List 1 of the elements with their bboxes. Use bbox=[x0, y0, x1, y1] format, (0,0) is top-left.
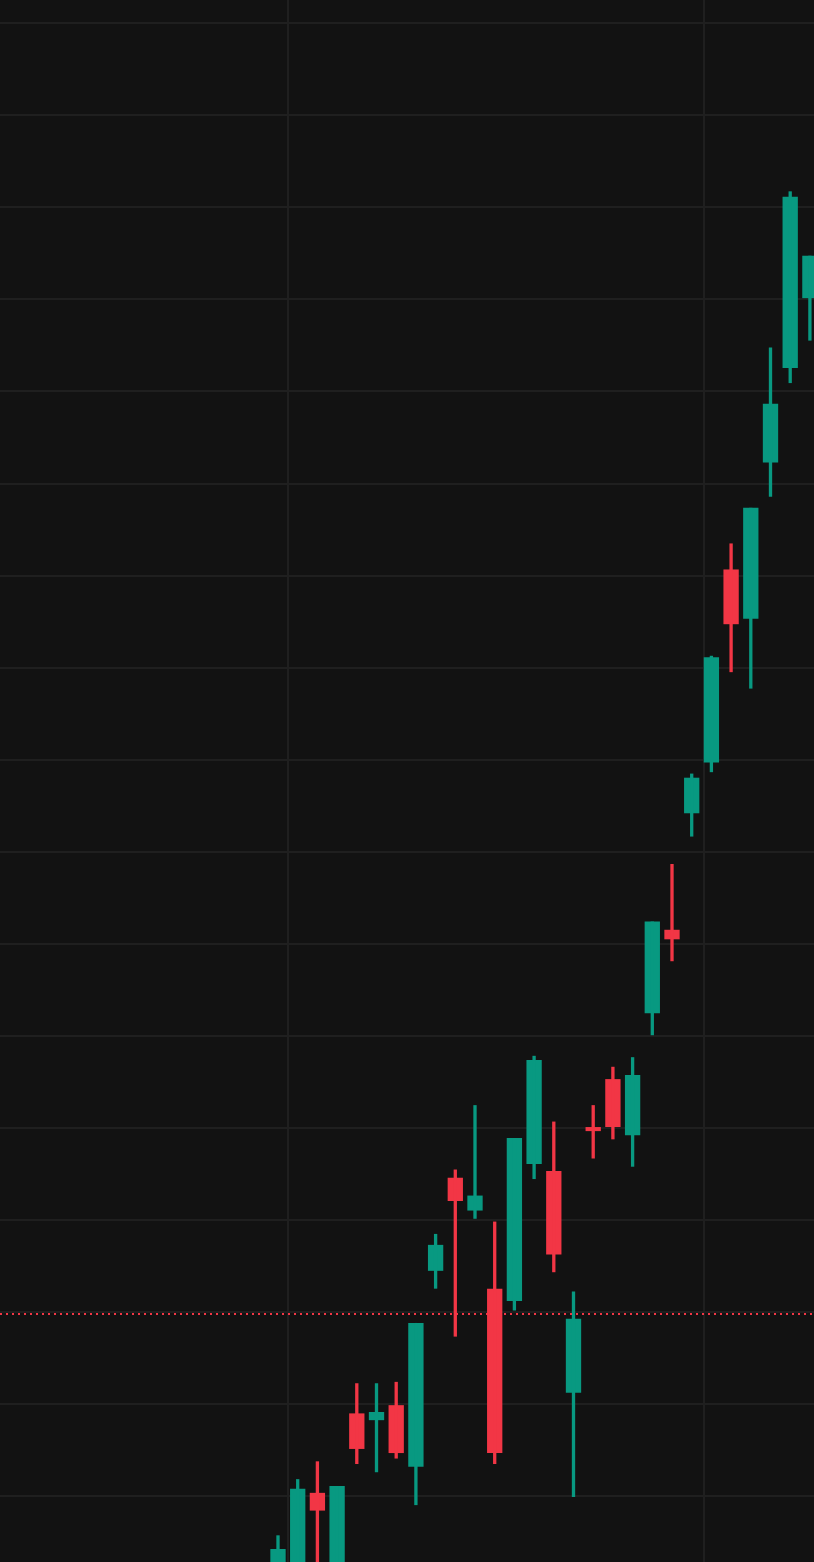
candlestick bbox=[329, 1485, 345, 1562]
